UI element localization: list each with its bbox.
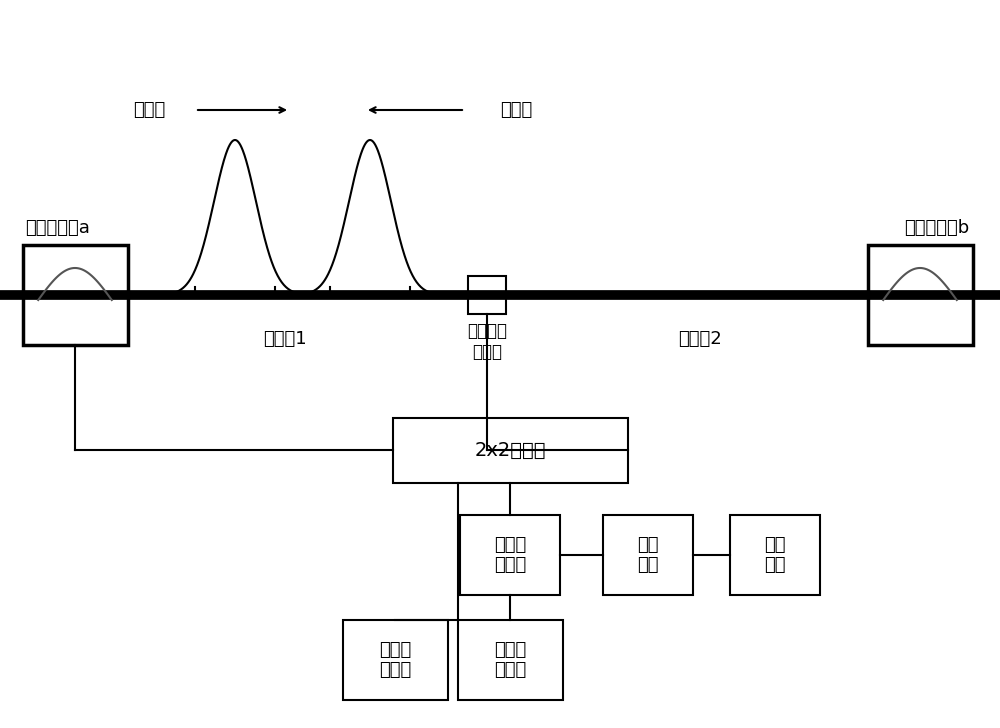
Bar: [460, 515, 560, 595]
Bar: [22, 245, 128, 345]
Bar: [458, 620, 562, 700]
Bar: [342, 620, 448, 700]
Text: 2x2光开关: 2x2光开关: [474, 440, 546, 459]
Text: 泵浦光: 泵浦光: [500, 101, 532, 119]
Text: 光纤夹持器a: 光纤夹持器a: [26, 219, 90, 237]
Bar: [730, 515, 820, 595]
Text: 裸光纤2: 裸光纤2: [678, 330, 722, 348]
Text: 被测光纤
连接点: 被测光纤 连接点: [467, 322, 507, 361]
Text: 光纤夹持器b: 光纤夹持器b: [904, 219, 970, 237]
Text: 探测光: 探测光: [133, 101, 165, 119]
Bar: [468, 276, 506, 314]
Text: 光滤
波器: 光滤 波器: [637, 536, 659, 574]
Bar: [392, 417, 628, 483]
Text: 探测光
信号源: 探测光 信号源: [379, 641, 411, 679]
Bar: [603, 515, 693, 595]
Text: 光方向
耦合器: 光方向 耦合器: [494, 536, 526, 574]
Text: 裸光纤1: 裸光纤1: [263, 330, 307, 348]
Text: 泵浦光
信号源: 泵浦光 信号源: [494, 641, 526, 679]
Bar: [868, 245, 972, 345]
Text: 光探
测器: 光探 测器: [764, 536, 786, 574]
